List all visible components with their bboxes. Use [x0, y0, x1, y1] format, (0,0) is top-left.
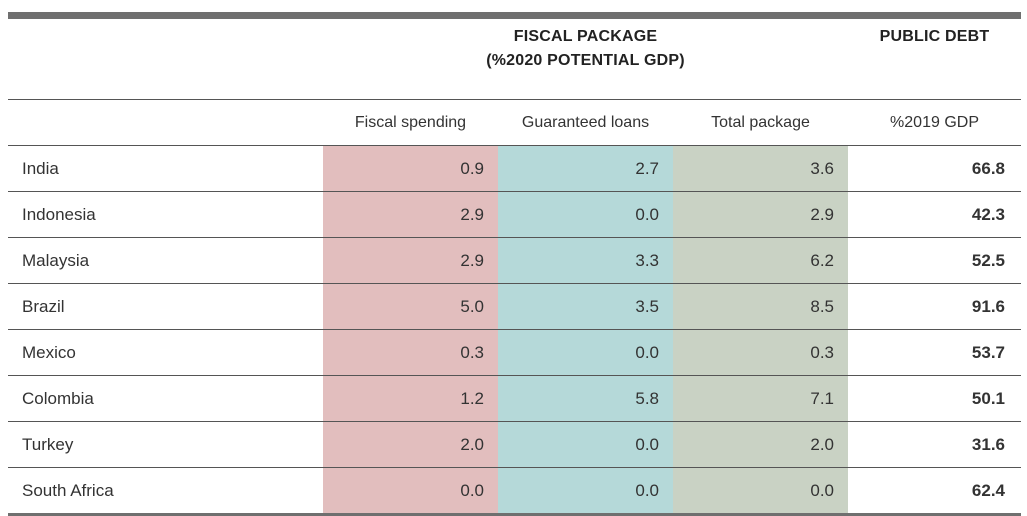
- table-row: Brazil 5.0 3.5 8.5 91.6: [8, 283, 1022, 330]
- group-header-row: FISCAL PACKAGE (%2020 POTENTIAL GDP) PUB…: [8, 19, 1022, 100]
- country-cell: Mexico: [8, 329, 323, 376]
- public-debt-header: PUBLIC DEBT: [848, 19, 1022, 100]
- fiscal-package-header: FISCAL PACKAGE (%2020 POTENTIAL GDP): [323, 19, 849, 100]
- fiscal-spending-cell: 0.9: [323, 145, 498, 192]
- country-cell: South Africa: [8, 467, 323, 516]
- table-row: Malaysia 2.9 3.3 6.2 52.5: [8, 237, 1022, 284]
- empty-header-cell: [8, 19, 323, 100]
- table-row: India 0.9 2.7 3.6 66.8: [8, 145, 1022, 192]
- guaranteed-loans-cell: 0.0: [498, 421, 673, 468]
- table-row: South Africa 0.0 0.0 0.0 62.4: [8, 467, 1022, 516]
- total-package-cell: 8.5: [673, 283, 849, 330]
- total-package-cell: 2.9: [673, 191, 849, 238]
- fiscal-package-unit: (%2020 POTENTIAL GDP): [486, 52, 685, 69]
- col-header-guaranteed-loans: Guaranteed loans: [498, 99, 673, 146]
- total-package-cell: 7.1: [673, 375, 849, 422]
- top-rule: [8, 12, 1021, 19]
- total-package-cell: 2.0: [673, 421, 849, 468]
- fiscal-spending-cell: 2.9: [323, 237, 498, 284]
- fiscal-spending-cell: 2.9: [323, 191, 498, 238]
- col-header-fiscal-spending: Fiscal spending: [323, 99, 498, 146]
- col-header-total-package: Total package: [673, 99, 849, 146]
- total-package-cell: 0.3: [673, 329, 849, 376]
- col-header-debt-unit: %2019 GDP: [848, 99, 1022, 146]
- country-cell: Brazil: [8, 283, 323, 330]
- table-row: Colombia 1.2 5.8 7.1 50.1: [8, 375, 1022, 422]
- country-cell: Indonesia: [8, 191, 323, 238]
- country-cell: Malaysia: [8, 237, 323, 284]
- public-debt-cell: 50.1: [848, 375, 1022, 422]
- fiscal-spending-cell: 1.2: [323, 375, 498, 422]
- table-row: Indonesia 2.9 0.0 2.9 42.3: [8, 191, 1022, 238]
- total-package-cell: 0.0: [673, 467, 849, 516]
- guaranteed-loans-cell: 0.0: [498, 329, 673, 376]
- guaranteed-loans-cell: 3.3: [498, 237, 673, 284]
- guaranteed-loans-cell: 0.0: [498, 467, 673, 516]
- country-cell: Colombia: [8, 375, 323, 422]
- total-package-cell: 6.2: [673, 237, 849, 284]
- guaranteed-loans-cell: 5.8: [498, 375, 673, 422]
- public-debt-cell: 42.3: [848, 191, 1022, 238]
- guaranteed-loans-cell: 3.5: [498, 283, 673, 330]
- public-debt-cell: 52.5: [848, 237, 1022, 284]
- public-debt-cell: 31.6: [848, 421, 1022, 468]
- country-cell: Turkey: [8, 421, 323, 468]
- fiscal-spending-cell: 0.3: [323, 329, 498, 376]
- public-debt-cell: 66.8: [848, 145, 1022, 192]
- guaranteed-loans-cell: 2.7: [498, 145, 673, 192]
- fiscal-package-title: FISCAL PACKAGE: [513, 28, 658, 45]
- empty-subheader-cell: [8, 99, 323, 146]
- public-debt-cell: 53.7: [848, 329, 1022, 376]
- guaranteed-loans-cell: 0.0: [498, 191, 673, 238]
- public-debt-cell: 62.4: [848, 467, 1022, 516]
- public-debt-title: PUBLIC DEBT: [879, 28, 990, 45]
- column-header-row: Fiscal spending Guaranteed loans Total p…: [8, 99, 1022, 146]
- table-row: Mexico 0.3 0.0 0.3 53.7: [8, 329, 1022, 376]
- fiscal-spending-cell: 0.0: [323, 467, 498, 516]
- country-cell: India: [8, 145, 323, 192]
- fiscal-debt-table: FISCAL PACKAGE (%2020 POTENTIAL GDP) PUB…: [8, 19, 1022, 516]
- fiscal-spending-cell: 2.0: [323, 421, 498, 468]
- fiscal-spending-cell: 5.0: [323, 283, 498, 330]
- table-row: Turkey 2.0 0.0 2.0 31.6: [8, 421, 1022, 468]
- total-package-cell: 3.6: [673, 145, 849, 192]
- public-debt-cell: 91.6: [848, 283, 1022, 330]
